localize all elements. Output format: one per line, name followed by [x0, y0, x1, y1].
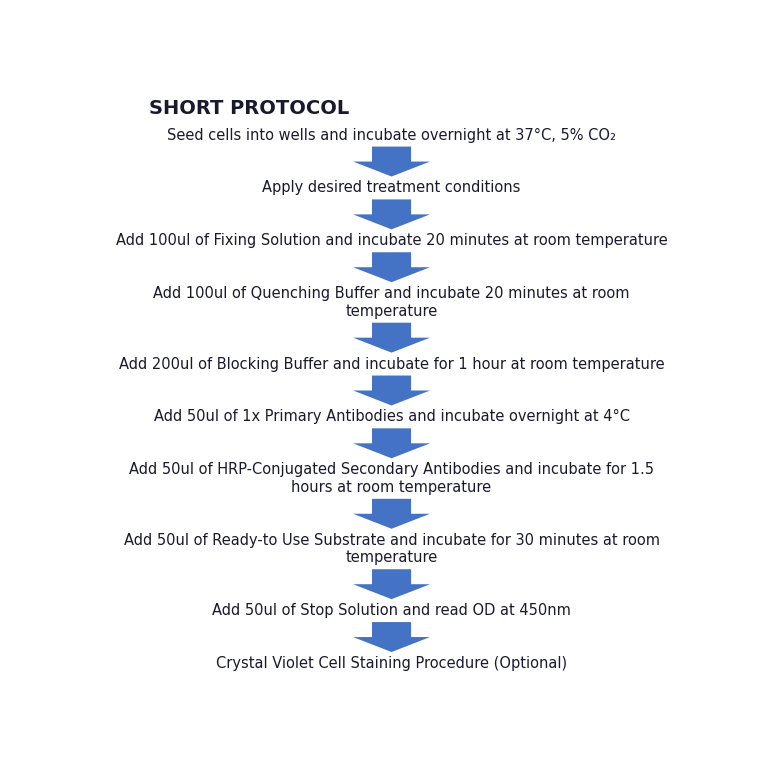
Text: Add 100ul of Quenching Buffer and incubate 20 minutes at room
temperature: Add 100ul of Quenching Buffer and incuba…	[154, 286, 630, 319]
Polygon shape	[353, 147, 430, 176]
Text: Add 100ul of Fixing Solution and incubate 20 minutes at room temperature: Add 100ul of Fixing Solution and incubat…	[115, 233, 668, 248]
Text: Crystal Violet Cell Staining Procedure (Optional): Crystal Violet Cell Staining Procedure (…	[216, 656, 567, 671]
Text: SHORT PROTOCOL: SHORT PROTOCOL	[149, 99, 349, 118]
Text: Add 50ul of Stop Solution and read OD at 450nm: Add 50ul of Stop Solution and read OD at…	[212, 603, 571, 618]
Text: Add 50ul of Ready-to Use Substrate and incubate for 30 minutes at room
temperatu: Add 50ul of Ready-to Use Substrate and i…	[124, 533, 659, 565]
Text: Add 50ul of HRP-Conjugated Secondary Antibodies and incubate for 1.5
hours at ro: Add 50ul of HRP-Conjugated Secondary Ant…	[129, 462, 654, 495]
Polygon shape	[353, 252, 430, 282]
Polygon shape	[353, 322, 430, 353]
Polygon shape	[353, 429, 430, 458]
Polygon shape	[353, 376, 430, 406]
Text: Apply desired treatment conditions: Apply desired treatment conditions	[262, 180, 521, 196]
Polygon shape	[353, 622, 430, 652]
Polygon shape	[353, 499, 430, 529]
Text: Add 50ul of 1x Primary Antibodies and incubate overnight at 4°C: Add 50ul of 1x Primary Antibodies and in…	[154, 410, 630, 425]
Text: Add 200ul of Blocking Buffer and incubate for 1 hour at room temperature: Add 200ul of Blocking Buffer and incubat…	[118, 357, 665, 371]
Text: Seed cells into wells and incubate overnight at 37°C, 5% CO₂: Seed cells into wells and incubate overn…	[167, 128, 616, 143]
Polygon shape	[353, 199, 430, 229]
Polygon shape	[353, 569, 430, 599]
